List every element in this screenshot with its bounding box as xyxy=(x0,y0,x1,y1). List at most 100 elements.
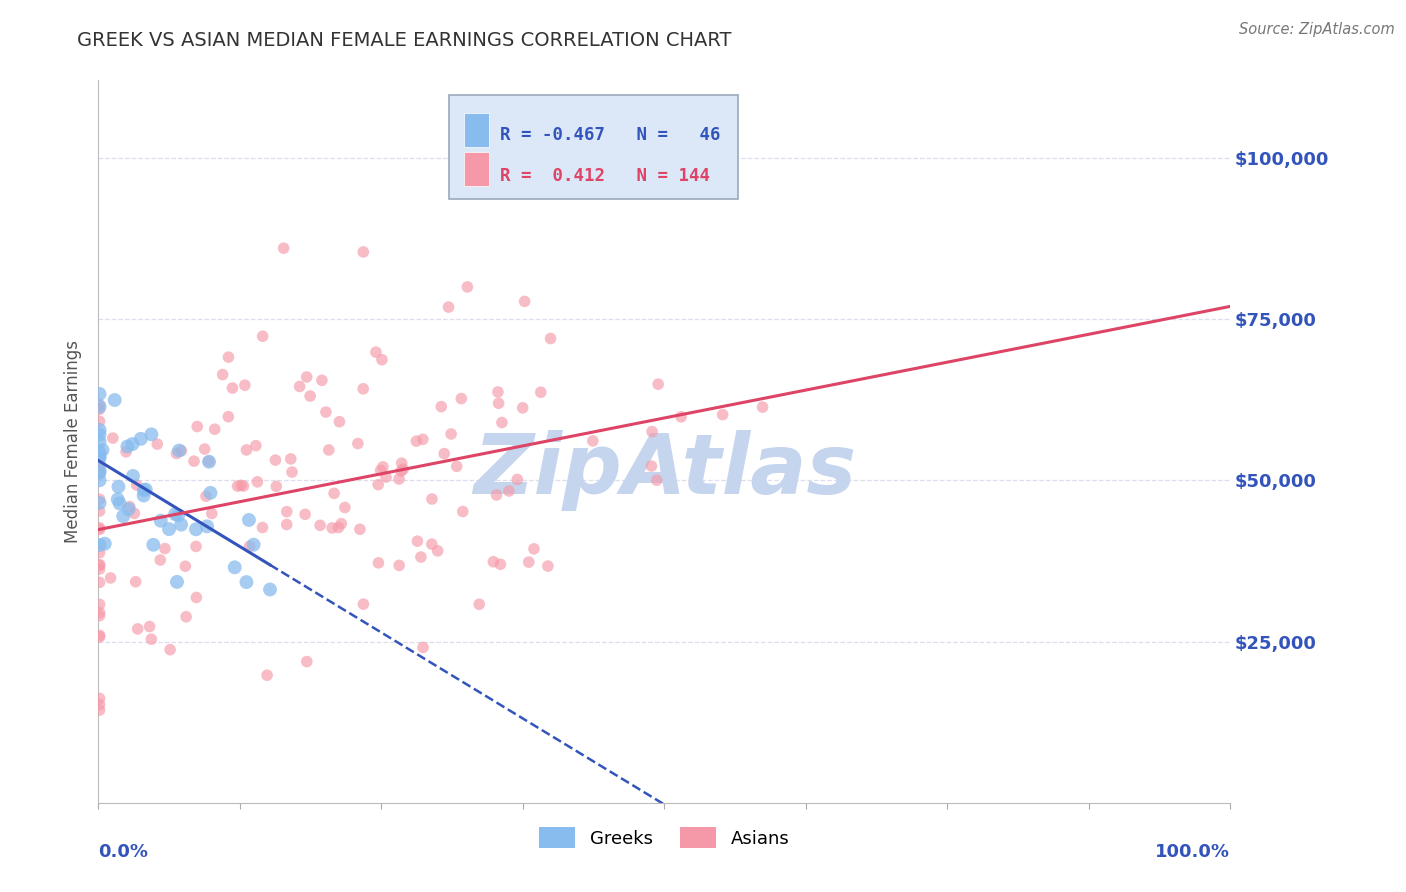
Point xyxy=(89,522,111,536)
Point xyxy=(117,502,139,516)
Point xyxy=(204,422,226,436)
Point xyxy=(89,703,111,717)
Point xyxy=(751,400,773,414)
Point xyxy=(89,456,111,470)
Point xyxy=(89,538,111,552)
Point xyxy=(89,492,111,507)
Point xyxy=(184,522,207,536)
Point xyxy=(645,473,668,487)
Point xyxy=(512,401,534,415)
Point xyxy=(89,521,111,535)
Point xyxy=(409,549,432,564)
Point xyxy=(295,655,318,669)
Point xyxy=(101,431,124,445)
Text: 100.0%: 100.0% xyxy=(1156,843,1230,861)
Point xyxy=(149,553,172,567)
Point xyxy=(89,608,111,623)
Point xyxy=(112,509,135,524)
Point xyxy=(489,558,512,572)
Point xyxy=(100,571,122,585)
Point xyxy=(201,507,224,521)
Point xyxy=(420,491,443,506)
Point xyxy=(288,379,311,393)
Point xyxy=(89,628,111,642)
Point xyxy=(195,519,218,533)
Point xyxy=(89,450,111,465)
Point xyxy=(89,423,111,437)
Point xyxy=(523,541,546,556)
Point xyxy=(437,300,460,314)
Point xyxy=(217,350,239,364)
Point xyxy=(142,538,165,552)
Point xyxy=(468,597,491,611)
Point xyxy=(246,475,269,489)
Point xyxy=(328,415,350,429)
Text: 0.0%: 0.0% xyxy=(98,843,149,861)
Point xyxy=(89,473,111,487)
Point xyxy=(430,400,453,414)
Point xyxy=(371,352,394,367)
Point xyxy=(89,427,111,442)
Point xyxy=(370,463,392,477)
Point xyxy=(91,442,114,457)
Point xyxy=(252,520,274,534)
Point xyxy=(174,609,197,624)
Point xyxy=(141,632,163,647)
Point xyxy=(135,483,157,497)
Point xyxy=(89,546,111,560)
Point xyxy=(367,477,389,491)
Point xyxy=(125,478,148,492)
Point xyxy=(235,442,257,457)
Point xyxy=(138,619,160,633)
Point xyxy=(488,396,510,410)
Point xyxy=(115,445,138,459)
Point xyxy=(194,442,217,456)
Point xyxy=(412,433,434,447)
Point xyxy=(89,691,111,706)
Point xyxy=(238,540,260,554)
Point xyxy=(94,537,117,551)
Point xyxy=(233,378,256,392)
Point xyxy=(146,437,169,451)
Y-axis label: Median Female Earnings: Median Female Earnings xyxy=(65,340,83,543)
Point xyxy=(349,522,371,536)
Point xyxy=(122,469,145,483)
FancyBboxPatch shape xyxy=(450,95,738,200)
Point xyxy=(412,640,434,655)
Point xyxy=(195,489,218,503)
Point xyxy=(347,436,370,450)
Point xyxy=(273,241,295,255)
Point xyxy=(89,558,111,572)
Point xyxy=(217,409,239,424)
Legend: Greeks, Asians: Greeks, Asians xyxy=(531,820,797,855)
Point xyxy=(513,294,536,309)
Point xyxy=(405,434,427,449)
Point xyxy=(167,508,190,523)
Point xyxy=(89,496,111,510)
Point xyxy=(89,434,111,449)
Point xyxy=(153,541,176,556)
Point xyxy=(537,559,560,574)
Point xyxy=(256,668,278,682)
Point xyxy=(330,516,353,531)
Point xyxy=(89,414,111,428)
Point xyxy=(200,486,222,500)
Point xyxy=(89,698,111,712)
Point xyxy=(371,459,394,474)
Point xyxy=(276,517,298,532)
Point xyxy=(167,443,190,458)
Point xyxy=(104,392,127,407)
Point xyxy=(446,459,468,474)
Point xyxy=(238,513,260,527)
Text: R =  0.412   N = 144: R = 0.412 N = 144 xyxy=(501,167,710,185)
Point xyxy=(174,559,197,574)
Point xyxy=(184,540,207,554)
Point xyxy=(107,492,129,507)
Point xyxy=(540,331,562,345)
Point xyxy=(299,389,322,403)
Point xyxy=(89,450,111,464)
Point xyxy=(89,466,111,480)
Point xyxy=(486,384,509,399)
Point xyxy=(352,244,374,259)
Point xyxy=(491,416,513,430)
